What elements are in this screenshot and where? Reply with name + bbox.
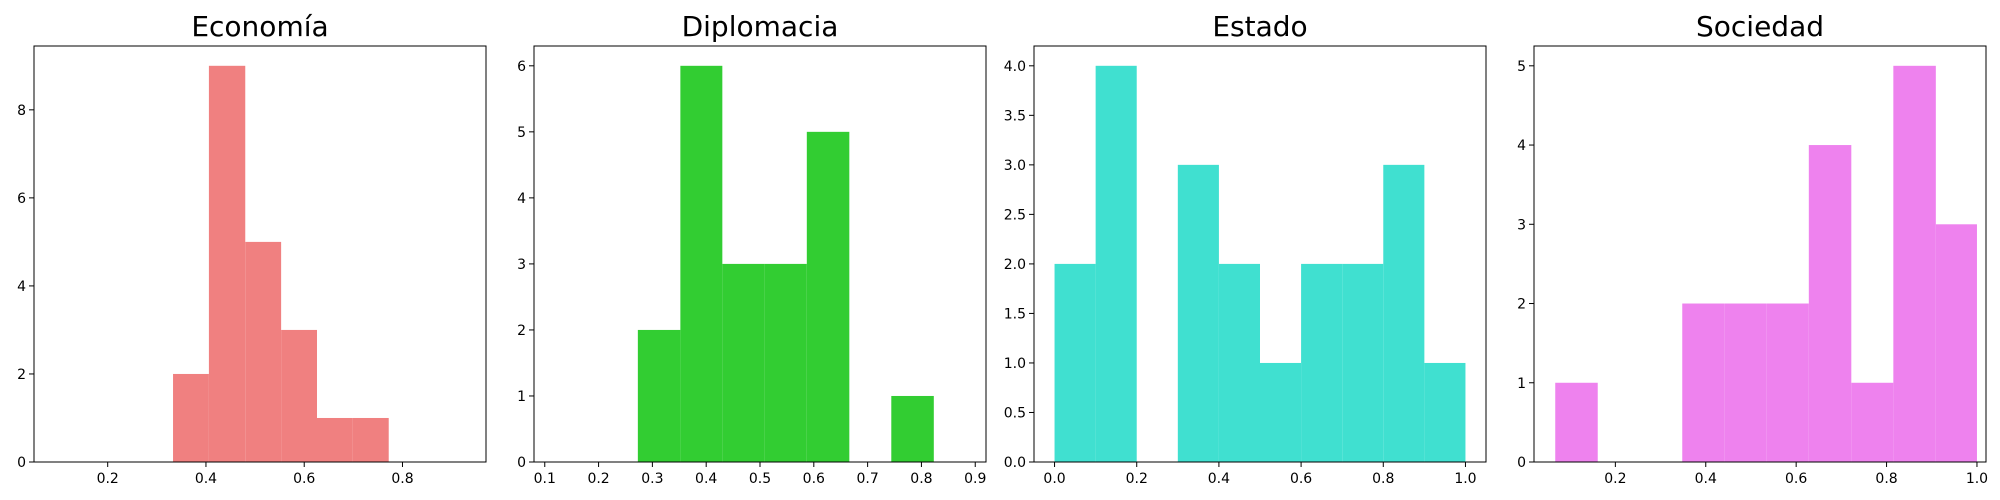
y-tick-label: 0 — [17, 455, 26, 471]
y-tick-label: 6 — [517, 59, 526, 75]
y-tick-label: 0 — [1517, 455, 1526, 471]
histogram-bar — [281, 329, 317, 462]
histogram-bar — [1808, 145, 1852, 463]
histogram-bar — [1260, 362, 1302, 462]
chart-panel-0: Economía 0.2 0.4 0.6 0.8 0 2 4 6 8 — [17, 10, 487, 487]
x-tick-label: 0.7 — [856, 471, 878, 487]
y-tick-label: 3 — [517, 257, 526, 273]
y-tick-label: 1.5 — [1004, 306, 1026, 322]
histogram-bar — [245, 241, 282, 462]
y-tick-label: 4 — [1517, 138, 1526, 154]
x-tick-label: 0.6 — [1785, 471, 1807, 487]
x-tick-label: 0.8 — [1875, 471, 1897, 487]
y-tick-label: 5 — [517, 125, 526, 141]
y-tick-label: 3.5 — [1004, 108, 1026, 124]
y-tick-label: 2 — [517, 323, 526, 339]
y-tick-label: 0.0 — [1004, 455, 1026, 471]
axes-frame — [1533, 45, 1987, 463]
x-tick-label: 0.4 — [195, 471, 217, 487]
x-tick-label: 0.5 — [749, 471, 771, 487]
histogram-bar — [1724, 303, 1767, 462]
histogram-bar — [1342, 263, 1384, 462]
histogram-bar — [352, 417, 389, 462]
histogram-bar — [764, 263, 807, 462]
x-tick-label: 0.6 — [1290, 471, 1312, 487]
axes-frame — [33, 45, 487, 463]
x-tick-label: 0.4 — [695, 471, 717, 487]
y-tick-label: 1.0 — [1004, 356, 1026, 372]
y-tick-label: 0.5 — [1004, 405, 1026, 421]
x-tick-label: 0.2 — [97, 471, 119, 487]
histogram-bar — [1218, 263, 1260, 462]
chart-panel-2: Estado 0.0 0.2 0.4 0.6 0.8 1.0 0.0 0.5 1.0 1.5 2.0 2… — [1004, 10, 1487, 487]
histogram-bar — [1682, 303, 1725, 462]
y-tick-label: 0 — [517, 455, 526, 471]
histogram-bar — [1383, 164, 1425, 462]
axes-frame — [1033, 45, 1487, 463]
y-tick-label: 1 — [1517, 376, 1526, 392]
x-tick-label: 0.2 — [587, 471, 609, 487]
y-tick-label: 5 — [1517, 59, 1526, 75]
chart-title: Diplomacia — [682, 10, 839, 43]
x-tick-label: 1.0 — [1454, 471, 1476, 487]
histogram-bar — [208, 65, 246, 463]
y-tick-label: 4 — [517, 191, 526, 207]
histogram-bar — [1935, 224, 1977, 462]
histogram-bar — [1851, 382, 1894, 462]
y-tick-label: 2 — [1517, 297, 1526, 313]
chart-title: Sociedad — [1696, 10, 1824, 43]
histogram-bar — [1424, 362, 1466, 462]
y-tick-label: 8 — [17, 103, 26, 119]
histogram-bar — [722, 263, 765, 462]
y-tick-label: 1 — [517, 389, 526, 405]
x-tick-label: 0.3 — [641, 471, 663, 487]
x-tick-label: 0.6 — [293, 471, 315, 487]
y-tick-label: 6 — [17, 191, 26, 207]
x-tick-label: 0.2 — [1604, 471, 1626, 487]
histogram-bar — [173, 373, 209, 462]
histogram-bar — [1177, 164, 1219, 462]
y-tick-label: 2 — [17, 367, 26, 383]
chart-title: Economía — [191, 10, 328, 43]
x-tick-label: 0.6 — [803, 471, 825, 487]
histogram-bar — [1095, 65, 1137, 463]
x-tick-label: 0.2 — [1126, 471, 1148, 487]
chart-panel-3: Sociedad 0.2 0.4 0.6 0.8 1.0 0 1 2 3 4 5 — [1517, 10, 1988, 487]
histogram-bar — [1555, 382, 1598, 462]
histogram-bar — [806, 131, 850, 463]
histogram-bar — [316, 417, 353, 462]
x-tick-label: 0.8 — [391, 471, 413, 487]
y-tick-label: 4.0 — [1004, 59, 1026, 75]
histogram-bar — [1054, 263, 1096, 462]
x-tick-label: 0.4 — [1208, 471, 1230, 487]
x-tick-label: 0.8 — [1372, 471, 1394, 487]
x-tick-label: 0.8 — [910, 471, 932, 487]
y-tick-label: 4 — [17, 279, 26, 295]
y-tick-label: 3.0 — [1004, 158, 1026, 174]
x-tick-label: 0.9 — [964, 471, 986, 487]
chart-panel-1: Diplomacia 0.1 0.2 0.3 0.4 0.5 0.6 0.7 0.8 0.9 0 1 2… — [517, 10, 987, 487]
chart-title: Estado — [1212, 10, 1307, 43]
histogram-bar — [891, 395, 934, 462]
x-tick-label: 0.4 — [1695, 471, 1717, 487]
x-tick-label: 0.0 — [1043, 471, 1065, 487]
y-tick-label: 3 — [1517, 217, 1526, 233]
x-tick-label: 1.0 — [1966, 471, 1988, 487]
histogram-bar — [680, 65, 723, 463]
y-tick-label: 2.0 — [1004, 257, 1026, 273]
histogram-bar — [637, 329, 681, 462]
histogram-bar — [1893, 65, 1936, 463]
histogram-bar — [1766, 303, 1809, 462]
x-tick-label: 0.1 — [534, 471, 556, 487]
histogram-bar — [1301, 263, 1343, 462]
y-tick-label: 2.5 — [1004, 207, 1026, 223]
